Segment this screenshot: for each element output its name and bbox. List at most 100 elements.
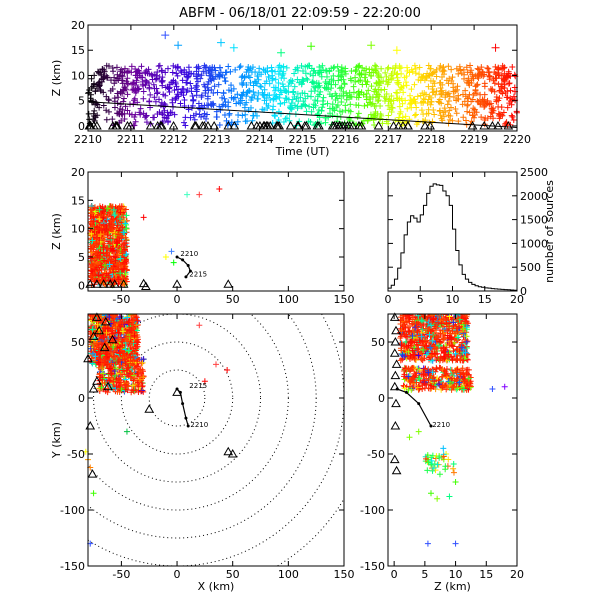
source-point — [374, 110, 381, 117]
x-tick-label: 5 — [421, 568, 428, 581]
source-point — [133, 344, 140, 351]
ground-marker — [246, 120, 257, 130]
source-point — [385, 64, 392, 71]
source-point — [185, 73, 192, 80]
source-point — [431, 323, 438, 330]
source-point — [182, 114, 189, 121]
source-point — [323, 73, 330, 80]
source-point — [338, 66, 345, 73]
source-point — [88, 75, 95, 82]
source-point — [441, 355, 448, 362]
source-point — [397, 333, 404, 340]
y-tick-label: 5 — [78, 251, 85, 264]
source-point — [124, 68, 131, 75]
source-point — [111, 314, 118, 320]
source-point — [453, 355, 460, 362]
source-point — [282, 88, 289, 95]
source-point — [172, 95, 179, 102]
source-point — [221, 95, 228, 102]
source-point — [122, 85, 129, 92]
source-point — [115, 276, 122, 283]
source-point — [414, 93, 421, 100]
track-point — [417, 402, 421, 406]
source-point — [434, 461, 441, 468]
storm-track — [397, 388, 432, 427]
source-point — [205, 78, 212, 85]
source-point — [398, 327, 405, 334]
source-point — [339, 108, 346, 115]
source-point — [102, 234, 109, 241]
track-point — [184, 275, 188, 279]
source-point — [334, 102, 341, 109]
source-point — [402, 79, 409, 86]
source-point — [124, 91, 131, 98]
track-label: 2210 — [432, 421, 450, 429]
source-point — [124, 365, 131, 372]
source-point — [266, 92, 273, 99]
source-point — [196, 111, 203, 118]
source-point — [428, 322, 435, 329]
source-point — [302, 63, 309, 70]
source-point — [215, 81, 222, 88]
source-point — [115, 336, 122, 343]
source-point — [474, 65, 481, 72]
source-point — [154, 89, 161, 96]
ground-marker — [122, 120, 133, 130]
source-point — [89, 237, 96, 244]
source-point — [276, 67, 283, 74]
source-point — [123, 237, 130, 244]
source-point — [216, 186, 223, 192]
source-point — [447, 379, 454, 386]
source-point — [127, 360, 134, 367]
source-point — [221, 74, 228, 81]
source-point — [481, 103, 488, 110]
source-point — [134, 339, 141, 346]
source-point — [425, 369, 432, 376]
source-point — [429, 467, 436, 474]
source-point — [156, 96, 163, 103]
source-point — [285, 83, 292, 90]
source-point — [114, 252, 121, 259]
source-point — [419, 90, 426, 97]
source-point — [506, 80, 513, 87]
source-point — [422, 91, 429, 98]
y-tick-label: -50 — [67, 448, 85, 461]
source-point — [92, 114, 99, 121]
source-point — [275, 80, 282, 87]
source-point — [122, 220, 129, 227]
source-point — [106, 314, 113, 321]
source-point — [452, 106, 459, 113]
source-point — [408, 100, 415, 107]
source-point — [471, 107, 478, 114]
source-point — [114, 205, 121, 212]
source-point — [312, 70, 319, 77]
source-point — [123, 428, 130, 435]
source-point — [400, 89, 407, 96]
source-point — [434, 354, 441, 361]
source-point — [468, 98, 475, 105]
source-point — [450, 469, 457, 476]
source-point — [505, 80, 512, 87]
source-point — [463, 324, 470, 331]
source-point — [242, 111, 249, 118]
source-point — [174, 41, 183, 50]
source-point — [88, 203, 95, 210]
y-tick-label: 0 — [378, 392, 385, 405]
source-point — [464, 366, 471, 373]
source-point — [95, 271, 102, 278]
source-point — [121, 110, 128, 117]
source-point — [401, 332, 408, 339]
ground-marker — [301, 120, 312, 130]
source-point — [397, 108, 404, 115]
source-point — [448, 354, 455, 361]
source-point — [103, 107, 110, 114]
source-point — [96, 104, 103, 111]
source-point — [154, 68, 161, 75]
source-point — [346, 89, 353, 96]
source-point — [134, 357, 141, 364]
source-point — [434, 319, 441, 326]
source-point — [486, 101, 493, 108]
source-point — [434, 318, 441, 325]
source-point — [474, 81, 481, 88]
source-point — [251, 92, 258, 99]
